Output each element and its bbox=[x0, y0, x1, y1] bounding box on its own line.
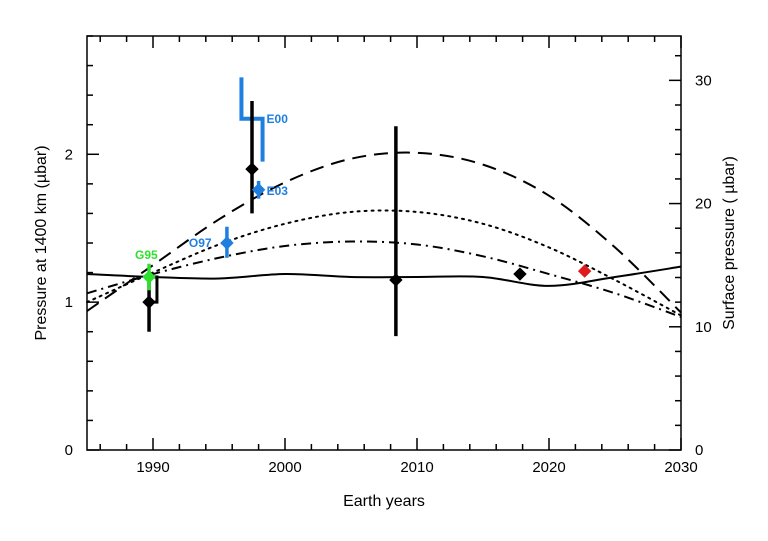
x-tick-label: 2030 bbox=[664, 459, 697, 476]
y-right-tick-label: 0 bbox=[695, 442, 703, 459]
data-point bbox=[245, 162, 259, 176]
data-point bbox=[513, 267, 527, 281]
x-tick-label: 1990 bbox=[136, 459, 169, 476]
x-tick-label: 2020 bbox=[532, 459, 565, 476]
data-point bbox=[142, 270, 156, 284]
label-g95: G95 bbox=[135, 248, 158, 262]
series-line-dotted bbox=[86, 209, 682, 317]
data-point bbox=[577, 264, 592, 278]
x-axis-title: Earth years bbox=[343, 493, 425, 510]
x-tick-label: 2000 bbox=[268, 459, 301, 476]
series-line-dashdot bbox=[86, 240, 682, 318]
data-marks: E00 G95 O97 E03 bbox=[135, 77, 592, 337]
y-axis-right-title: Surface pressure ( µbar) bbox=[721, 156, 738, 330]
data-point bbox=[389, 273, 403, 287]
data-point bbox=[142, 295, 156, 309]
plot-frame bbox=[86, 35, 682, 451]
series-line-dashed bbox=[86, 151, 682, 314]
model-curves bbox=[86, 151, 682, 318]
label-e03: E03 bbox=[267, 184, 289, 198]
y-axis-left-title: Pressure at 1400 km (µbar) bbox=[33, 145, 50, 340]
y-right-tick-label: 20 bbox=[695, 196, 712, 213]
y-right-tick-label: 10 bbox=[695, 319, 712, 336]
data-point bbox=[220, 236, 234, 250]
y-left-tick-label: 1 bbox=[65, 294, 73, 311]
data-point bbox=[251, 183, 266, 197]
y-left-tick-label: 0 bbox=[65, 442, 73, 459]
y-left-tick-label: 2 bbox=[65, 146, 73, 163]
x-tick-label: 2010 bbox=[400, 459, 433, 476]
series-line-solid bbox=[86, 265, 682, 287]
y-right-tick-label: 30 bbox=[695, 72, 712, 89]
label-o97: O97 bbox=[189, 236, 212, 250]
label-e00: E00 bbox=[267, 112, 289, 126]
